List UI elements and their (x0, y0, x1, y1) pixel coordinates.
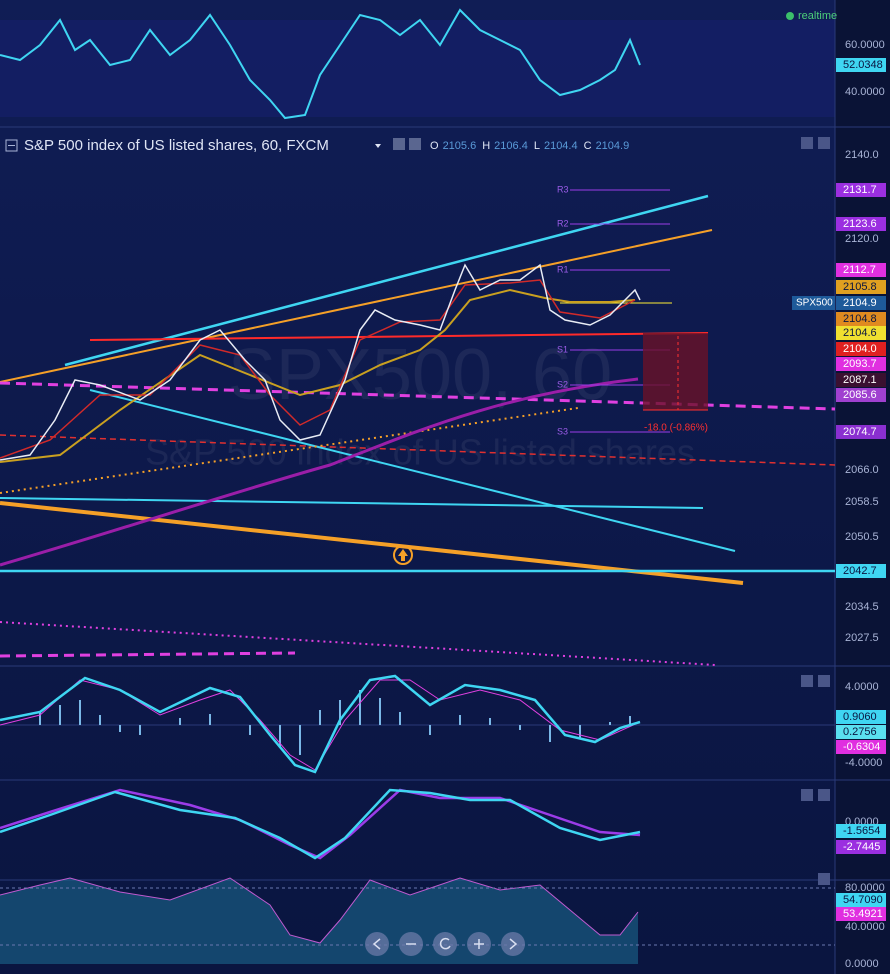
price-badge-label: 2104.6 (843, 327, 877, 339)
price-badge (836, 740, 886, 754)
rsi-line (0, 8, 641, 120)
pivot-label: S3 (557, 426, 568, 436)
price-badge (836, 312, 886, 326)
price-badge-label: 53.4921 (843, 908, 883, 920)
price-badge (836, 342, 886, 356)
axis-label: 4.0000 (845, 681, 879, 693)
price-badge-label: 0.9060 (843, 711, 877, 723)
price-badge (836, 893, 886, 907)
ohlc-key: L (534, 140, 540, 152)
price-badge-label: 2104.9 (843, 297, 877, 309)
axis-label: 40.0000 (845, 921, 885, 933)
format-icon[interactable] (409, 138, 421, 150)
price-badge-label: 2085.6 (843, 389, 877, 401)
price-badge (836, 425, 886, 439)
change-label: -18.0 (-0.86%) (644, 423, 708, 434)
rsi-band (0, 20, 835, 117)
price-badge-label: 54.7090 (843, 894, 883, 906)
price-badge (836, 357, 886, 371)
pivot-label: R1 (557, 264, 569, 274)
price-badge-label: 2104.0 (843, 343, 877, 355)
price-badge-label: 0.2756 (843, 726, 877, 738)
ohlc-value: 2105.6 (443, 140, 477, 152)
price-badge (836, 296, 886, 310)
price-badge (836, 564, 886, 578)
price-badge-label: 2104.8 (843, 313, 877, 325)
axis-label: 2034.5 (845, 601, 879, 613)
axis-label: 40.0000 (845, 86, 885, 98)
pivot-label: R3 (557, 184, 569, 194)
price-badge (836, 58, 886, 72)
nav-buttons[interactable] (365, 932, 525, 956)
price-badge (836, 263, 886, 277)
ohlc-key: C (584, 140, 592, 152)
drawings (0, 189, 836, 666)
price-badge (836, 373, 886, 387)
osc-lines (0, 788, 641, 860)
realtime-label: realtime (798, 10, 837, 22)
pivot-label: S2 (557, 379, 568, 389)
price-badge (836, 840, 886, 854)
pane-controls[interactable] (801, 137, 830, 885)
axis-label: 0.0000 (845, 958, 879, 970)
price-badge-label: -0.6304 (843, 741, 880, 753)
price-badge (836, 280, 886, 294)
price-badge (836, 710, 886, 724)
axis-label: 2120.0 (845, 233, 879, 245)
price-badge (836, 725, 886, 739)
alert-arrow (398, 549, 408, 561)
price-badge (836, 183, 886, 197)
price-badge-label: 2087.1 (843, 374, 877, 386)
price-badge-label: 2112.7 (843, 264, 876, 276)
price-badge-label: 52.0348 (843, 59, 883, 71)
axis-label: 2058.5 (845, 496, 879, 508)
price-badge-label: 2123.6 (843, 218, 877, 230)
dropdown-arrow[interactable] (375, 144, 381, 148)
price-badge-label: 2074.7 (843, 426, 877, 438)
nav-icons (372, 937, 518, 950)
stoch-line (0, 877, 639, 944)
axis-label: 80.0000 (845, 882, 885, 894)
settings-icon[interactable] (393, 138, 405, 150)
price-badge (836, 824, 886, 838)
symbol-title[interactable]: S&P 500 index of US listed shares, 60, F… (24, 137, 329, 154)
macd-lines (0, 674, 835, 774)
price-badge-label: 2131.7 (843, 184, 877, 196)
realtime-dot (786, 12, 794, 20)
ohlc-value: 2104.9 (596, 140, 630, 152)
ohlc-value: 2104.4 (544, 140, 578, 152)
watermark-name: S&P 500 index of US listed shares (145, 432, 695, 473)
price-badge-label: 2093.7 (843, 358, 877, 370)
watermark-symbol: SPX500, 60 (228, 335, 612, 415)
ohlc-key: H (482, 140, 490, 152)
symbol-badge-label: SPX500 (796, 298, 833, 309)
stoch-levels (0, 887, 835, 946)
axis-label: 2140.0 (845, 149, 879, 161)
price-badge (836, 388, 886, 402)
axis-label: 60.0000 (845, 39, 885, 51)
price-badge (836, 907, 886, 921)
axis-label: -4.0000 (845, 757, 882, 769)
price-badge-label: -1.5654 (843, 825, 880, 837)
price-badge-label: 2042.7 (843, 565, 877, 577)
price-badge (836, 326, 886, 340)
pivot-label: R2 (557, 218, 569, 228)
pivot-label: S1 (557, 344, 568, 354)
axis-label: 2027.5 (845, 632, 879, 644)
price-axis-area (835, 0, 890, 974)
price-badge-label: -2.7445 (843, 841, 880, 853)
ohlc-value: 2106.4 (494, 140, 528, 152)
axis-label: 2066.0 (845, 464, 879, 476)
axis-label: 2050.5 (845, 531, 879, 543)
alert-icon[interactable] (393, 545, 413, 565)
price-badge (836, 217, 886, 231)
price-badge-label: 2105.8 (843, 281, 877, 293)
symbol-badge (792, 296, 835, 310)
ohlc-key: O (430, 140, 439, 152)
collapse-button[interactable] (5, 139, 18, 152)
